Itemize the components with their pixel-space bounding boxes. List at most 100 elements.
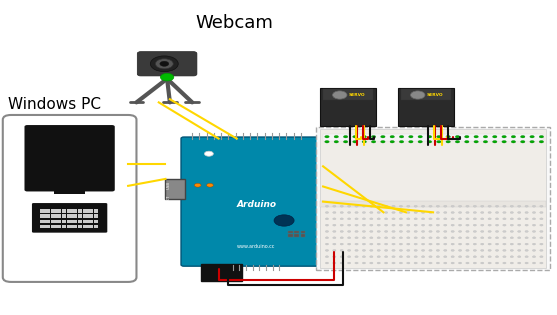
Circle shape xyxy=(384,231,388,232)
Circle shape xyxy=(340,231,344,232)
Circle shape xyxy=(407,237,410,239)
Circle shape xyxy=(340,249,344,251)
Circle shape xyxy=(390,135,394,138)
Circle shape xyxy=(503,224,506,226)
Circle shape xyxy=(380,140,385,143)
Circle shape xyxy=(392,205,395,207)
Circle shape xyxy=(355,262,358,264)
Circle shape xyxy=(422,249,425,251)
Circle shape xyxy=(333,224,336,226)
Circle shape xyxy=(540,205,543,207)
Bar xyxy=(56,214,61,218)
Circle shape xyxy=(392,249,395,251)
Bar xyxy=(40,209,45,213)
Circle shape xyxy=(532,218,536,220)
Circle shape xyxy=(340,212,344,214)
Circle shape xyxy=(540,262,543,264)
Circle shape xyxy=(333,262,336,264)
Bar xyxy=(62,220,66,223)
Circle shape xyxy=(458,243,462,245)
Circle shape xyxy=(510,243,514,245)
Circle shape xyxy=(481,212,484,214)
Circle shape xyxy=(466,218,469,220)
Circle shape xyxy=(362,224,365,226)
Circle shape xyxy=(355,212,358,214)
Circle shape xyxy=(348,237,351,239)
Bar xyxy=(320,201,546,207)
Bar xyxy=(72,214,77,218)
Circle shape xyxy=(540,231,543,232)
Bar xyxy=(51,220,56,223)
Circle shape xyxy=(399,224,403,226)
Circle shape xyxy=(488,237,491,239)
Circle shape xyxy=(436,205,439,207)
Circle shape xyxy=(377,224,380,226)
Circle shape xyxy=(488,256,491,258)
Circle shape xyxy=(325,140,329,143)
Circle shape xyxy=(407,205,410,207)
Circle shape xyxy=(362,135,367,138)
Circle shape xyxy=(510,256,514,258)
Bar xyxy=(40,220,45,223)
Circle shape xyxy=(348,256,351,258)
Circle shape xyxy=(488,231,491,232)
Circle shape xyxy=(429,237,432,239)
Circle shape xyxy=(384,262,388,264)
Text: EXT: EXT xyxy=(166,194,170,202)
Circle shape xyxy=(511,140,516,143)
Circle shape xyxy=(492,140,497,143)
Text: www.arduino.cc: www.arduino.cc xyxy=(237,244,275,249)
Circle shape xyxy=(325,249,329,251)
Circle shape xyxy=(510,231,514,232)
FancyBboxPatch shape xyxy=(32,203,108,233)
Circle shape xyxy=(458,205,462,207)
FancyBboxPatch shape xyxy=(25,125,115,192)
Circle shape xyxy=(530,135,534,138)
Circle shape xyxy=(525,212,528,214)
Circle shape xyxy=(503,256,506,258)
Circle shape xyxy=(503,205,506,207)
Circle shape xyxy=(422,231,425,232)
Circle shape xyxy=(160,73,174,81)
Circle shape xyxy=(525,237,528,239)
Bar xyxy=(89,214,93,218)
Circle shape xyxy=(465,135,469,138)
Bar xyxy=(83,214,87,218)
Bar xyxy=(72,220,77,223)
Bar xyxy=(289,231,293,233)
Circle shape xyxy=(353,140,357,143)
Circle shape xyxy=(532,262,536,264)
Circle shape xyxy=(325,135,329,138)
Circle shape xyxy=(392,256,395,258)
Circle shape xyxy=(399,262,403,264)
Circle shape xyxy=(511,135,516,138)
Circle shape xyxy=(370,231,373,232)
Circle shape xyxy=(348,243,351,245)
Circle shape xyxy=(451,218,455,220)
Circle shape xyxy=(481,262,484,264)
Circle shape xyxy=(517,256,521,258)
Circle shape xyxy=(510,249,514,251)
Circle shape xyxy=(510,218,514,220)
Bar xyxy=(320,88,376,126)
Bar xyxy=(65,178,74,190)
Circle shape xyxy=(495,256,499,258)
Circle shape xyxy=(458,231,462,232)
Circle shape xyxy=(422,205,425,207)
Circle shape xyxy=(355,237,358,239)
Circle shape xyxy=(488,224,491,226)
Circle shape xyxy=(407,224,410,226)
Circle shape xyxy=(384,218,388,220)
Circle shape xyxy=(204,151,213,156)
Circle shape xyxy=(481,231,484,232)
Circle shape xyxy=(495,231,499,232)
Bar xyxy=(94,225,99,228)
Circle shape xyxy=(458,262,462,264)
Circle shape xyxy=(436,231,439,232)
Circle shape xyxy=(488,243,491,245)
Circle shape xyxy=(355,224,358,226)
Circle shape xyxy=(362,218,365,220)
Circle shape xyxy=(355,243,358,245)
Circle shape xyxy=(343,135,348,138)
Circle shape xyxy=(418,140,422,143)
